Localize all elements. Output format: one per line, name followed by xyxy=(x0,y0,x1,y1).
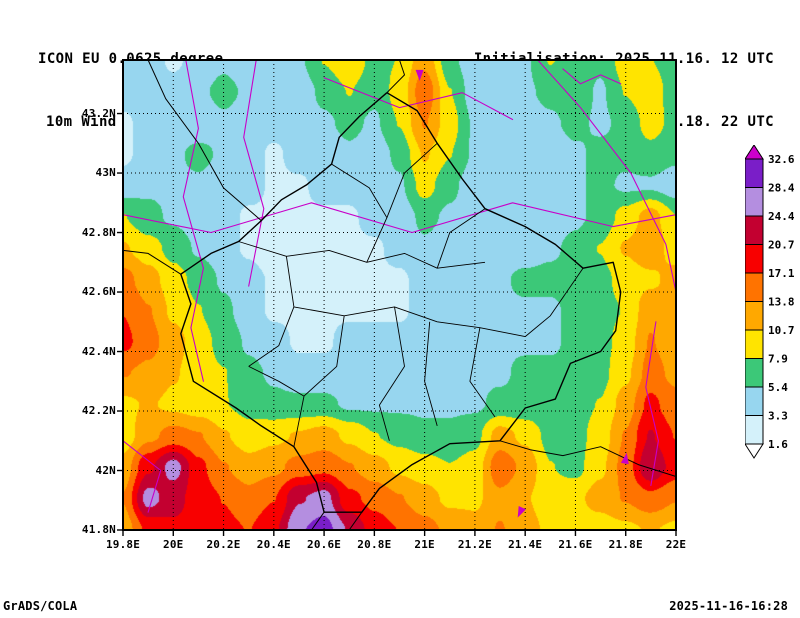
colorbar-label: 10.7 xyxy=(768,324,795,337)
colorbar-label: 13.8 xyxy=(768,296,795,309)
colorbar-label: 3.3 xyxy=(768,410,788,423)
colorbar-segment xyxy=(744,386,764,416)
x-tick-label: 19.8E xyxy=(105,538,141,551)
colorbar-segment xyxy=(744,244,764,274)
colorbar-label: 17.1 xyxy=(768,267,795,280)
colorbar-label: 1.6 xyxy=(768,438,788,451)
colorbar-segment xyxy=(744,187,764,217)
colorbar-segment xyxy=(744,329,764,359)
x-tick-label: 20E xyxy=(163,538,184,551)
x-tick-label: 21E xyxy=(414,538,435,551)
colorbar-label: 24.4 xyxy=(768,210,795,223)
colorbar-segment xyxy=(744,415,764,445)
x-tick-label: 20.4E xyxy=(256,538,291,551)
x-tick-label: 21.6E xyxy=(558,538,593,551)
x-tick-label: 20.2E xyxy=(206,538,241,551)
creation-timestamp: 2025-11-16-16:28 xyxy=(669,599,788,613)
y-tick-label: 42.2N xyxy=(81,404,116,417)
colorbar-label: 32.6 xyxy=(768,153,795,166)
colorbar-label: 5.4 xyxy=(768,381,788,394)
colorbar-bottom-triangle xyxy=(744,443,764,459)
y-tick-label: 42.8N xyxy=(81,225,116,239)
y-tick-label: 42.6N xyxy=(81,285,116,299)
colorbar-segment xyxy=(744,158,764,188)
colorbar-top-triangle xyxy=(744,144,764,160)
colorbar-label: 7.9 xyxy=(768,353,788,366)
y-tick-label: 41.8N xyxy=(81,523,116,536)
x-tick-label: 22E xyxy=(665,538,687,551)
x-tick-label: 21.4E xyxy=(508,538,543,551)
colorbar-scale: 32.6 28.4 24.4 20.7 17.1 13.8 10.7 7.9 5.4 3.3 1.6 xyxy=(744,144,795,459)
colorbar-segment xyxy=(744,272,764,302)
x-tick-label: 20.8E xyxy=(357,538,392,551)
colorbar-label: 28.4 xyxy=(768,182,795,195)
colorbar-segment xyxy=(744,301,764,331)
x-tick-label: 21.2E xyxy=(457,538,492,551)
y-tick-label: 42.4N xyxy=(81,344,116,358)
colorbar-segment xyxy=(744,215,764,245)
y-tick-label: 42N xyxy=(95,463,116,477)
grads-credit: GrADS/COLA xyxy=(3,599,78,613)
map-plot-area xyxy=(117,59,677,536)
colorbar: 32.6 28.4 24.4 20.7 17.1 13.8 10.7 7.9 5.4 3.3 1.6 xyxy=(744,144,800,469)
colorbar-label: 20.7 xyxy=(768,239,795,252)
colorbar-segment xyxy=(744,358,764,388)
wind-speed-heatmap xyxy=(123,60,676,530)
x-tick-label: 20.6E xyxy=(307,538,342,551)
y-tick-label: 43.2N xyxy=(81,106,116,120)
x-tick-label: 21.8E xyxy=(608,538,643,551)
y-tick-label: 43N xyxy=(95,166,116,180)
